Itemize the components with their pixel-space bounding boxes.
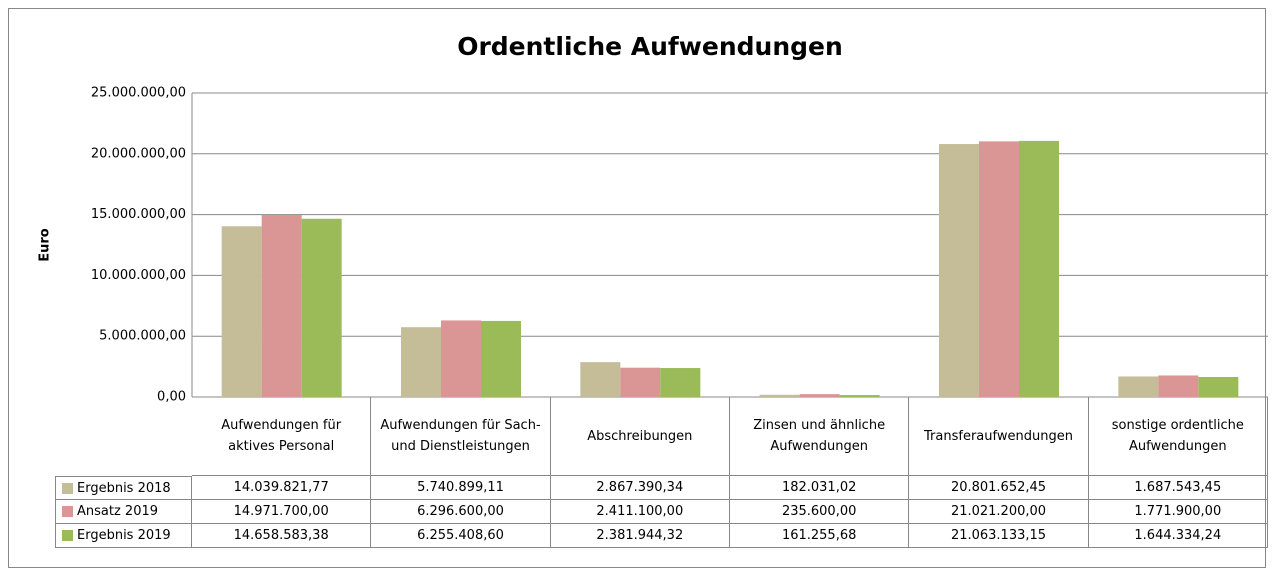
chart-title: Ordentliche Aufwendungen xyxy=(457,32,843,61)
bar xyxy=(481,320,521,397)
legend-label: Ergebnis 2019 xyxy=(77,528,171,543)
legend-label: Ergebnis 2018 xyxy=(77,480,171,496)
table-value: 14.971.700,00 xyxy=(192,500,372,524)
y-tick-label: 0,00 xyxy=(157,390,186,405)
bar xyxy=(1198,377,1239,397)
legend-entry: Ansatz 2019 xyxy=(55,500,192,524)
legend-swatch xyxy=(62,506,73,517)
table-value: 1.771.900,00 xyxy=(1088,500,1268,524)
table-value: 14.658.583,38 xyxy=(192,524,372,548)
table-value: 14.039.821,77 xyxy=(192,476,372,500)
bar xyxy=(580,362,621,397)
bar xyxy=(441,320,481,397)
table-value: 1.644.334,24 xyxy=(1088,524,1268,548)
category-label: sonstige ordentliche Aufwendungen xyxy=(1088,397,1268,476)
legend-swatch xyxy=(62,482,73,494)
table-value: 1.687.543,45 xyxy=(1088,476,1268,500)
y-axis-label: Euro xyxy=(38,228,53,262)
legend-label: Ansatz 2019 xyxy=(77,504,159,519)
table-value: 2.867.390,34 xyxy=(550,476,730,500)
bar xyxy=(759,394,800,397)
y-tick-label: 15.000.000,00 xyxy=(91,207,186,222)
bar xyxy=(839,395,880,397)
bar xyxy=(979,141,1019,397)
category-label: Zinsen und ähnliche Aufwendungen xyxy=(730,397,910,476)
table-value: 161.255,68 xyxy=(730,524,910,548)
y-tick-label: 20.000.000,00 xyxy=(91,146,186,161)
table-value: 5.740.899,11 xyxy=(371,476,551,500)
category-label: Abschreibungen xyxy=(550,397,730,476)
bar xyxy=(221,226,262,397)
bar xyxy=(660,368,701,397)
table-value: 21.021.200,00 xyxy=(909,500,1089,524)
category-label: Aufwendungen für Sach- und Dienstleistun… xyxy=(371,397,551,476)
table-value: 6.296.600,00 xyxy=(371,500,551,524)
category-label: Aufwendungen für aktives Personal xyxy=(192,397,372,476)
table-value: 6.255.408,60 xyxy=(371,524,551,548)
table-value: 182.031,02 xyxy=(730,476,910,500)
legend-entry: Ergebnis 2018 xyxy=(55,476,192,500)
table-value: 20.801.652,45 xyxy=(909,476,1089,500)
legend-entry: Ergebnis 2019 xyxy=(55,524,192,548)
bar xyxy=(1118,376,1159,397)
table-value: 2.381.944,32 xyxy=(550,524,730,548)
bar xyxy=(401,327,441,397)
bar xyxy=(261,214,302,397)
category-label: Transferaufwendungen xyxy=(909,397,1089,476)
legend-swatch xyxy=(62,530,73,541)
bar xyxy=(620,367,661,397)
bar xyxy=(301,218,342,397)
table-value: 235.600,00 xyxy=(730,500,910,524)
bar xyxy=(1158,375,1199,397)
y-tick-label: 5.000.000,00 xyxy=(99,329,186,344)
bar xyxy=(799,394,840,397)
table-value: 21.063.133,15 xyxy=(909,524,1089,548)
y-tick-label: 25.000.000,00 xyxy=(91,86,186,101)
bar xyxy=(939,144,979,397)
y-tick-label: 10.000.000,00 xyxy=(91,268,186,283)
table-value: 2.411.100,00 xyxy=(550,500,730,524)
bar xyxy=(1019,140,1059,397)
